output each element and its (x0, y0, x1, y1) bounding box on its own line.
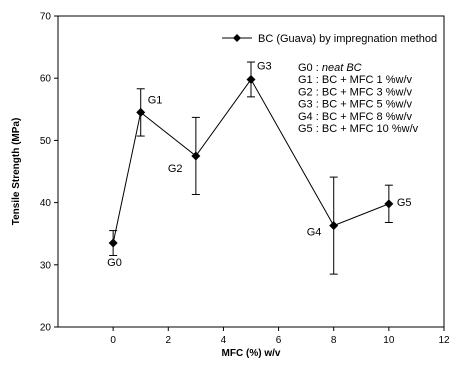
annotation-text: BC + MFC 8 %w/v (322, 111, 413, 123)
y-axis-title: Tensile Strength (MPa) (11, 118, 22, 226)
y-tick-label: 30 (40, 260, 52, 271)
data-point (384, 199, 394, 209)
data-point (191, 151, 201, 161)
legend: BC (Guava) by impregnation method (222, 33, 437, 45)
annotation-separator: : (313, 62, 322, 74)
point-label: G5 (397, 197, 412, 209)
annotation-separator: : (313, 99, 322, 111)
annotation-separator: : (313, 123, 322, 135)
annotation-line: G4 : BC + MFC 8 %w/v (298, 111, 413, 123)
data-point (246, 74, 256, 84)
point-label: G0 (107, 257, 122, 269)
data-point (108, 238, 118, 248)
annotation-line: G1 : BC + MFC 1 %w/v (298, 74, 413, 86)
annotation-separator: : (313, 111, 322, 123)
annotation-text: BC + MFC 5 %w/v (322, 99, 413, 111)
x-tick-label: 8 (331, 335, 337, 346)
annotation-code: G0 (298, 62, 313, 74)
data-point (329, 221, 339, 231)
annotation-code: G2 (298, 86, 313, 98)
axes: 0 2 4 6 8 10 12 20 30 40 50 60 70 (40, 12, 450, 347)
plot-frame (57, 15, 445, 328)
annotation-line: G3 : BC + MFC 5 %w/v (298, 99, 413, 111)
x-tick-label: 0 (110, 335, 116, 346)
annotation-separator: : (313, 74, 322, 86)
y-tick-label: 70 (40, 12, 52, 23)
data-point (136, 107, 146, 117)
y-tick-label: 50 (40, 136, 52, 147)
x-axis-title: MFC (%) w/v (222, 348, 281, 359)
annotation-code: G3 (298, 99, 313, 111)
y-tick-label: 60 (40, 74, 52, 85)
legend-label: BC (Guava) by impregnation method (258, 33, 437, 45)
annotation-text: BC + MFC 1 %w/v (322, 74, 413, 86)
legend-marker (233, 34, 241, 42)
x-tick-label: 6 (276, 335, 282, 346)
annotation-text: BC + MFC 3 %w/v (322, 86, 413, 98)
series-line (112, 78, 390, 244)
y-tick-label: 40 (40, 198, 52, 209)
x-tick-label: 4 (221, 335, 227, 346)
y-tick-label: 20 (40, 323, 52, 334)
annotation-line: G5 : BC + MFC 10 %w/v (298, 123, 419, 135)
annotation-line: G0 : neat BC (298, 62, 362, 74)
annotation-text: BC + MFC 10 %w/v (322, 123, 419, 135)
annotation-code: G1 (298, 74, 313, 86)
point-label: G3 (257, 60, 272, 72)
x-tick-label: 10 (383, 335, 395, 346)
x-tick-label: 2 (166, 335, 172, 346)
annotation-code: G4 (298, 111, 313, 123)
annotation-text: neat BC (322, 62, 362, 74)
point-label: G4 (307, 227, 322, 239)
annotation-separator: : (313, 86, 322, 98)
annotation-line: G2 : BC + MFC 3 %w/v (298, 86, 413, 98)
point-label: G1 (148, 94, 163, 106)
annotation-code: G5 (298, 123, 313, 135)
x-tick-label: 12 (438, 335, 450, 346)
point-label: G2 (168, 163, 183, 175)
